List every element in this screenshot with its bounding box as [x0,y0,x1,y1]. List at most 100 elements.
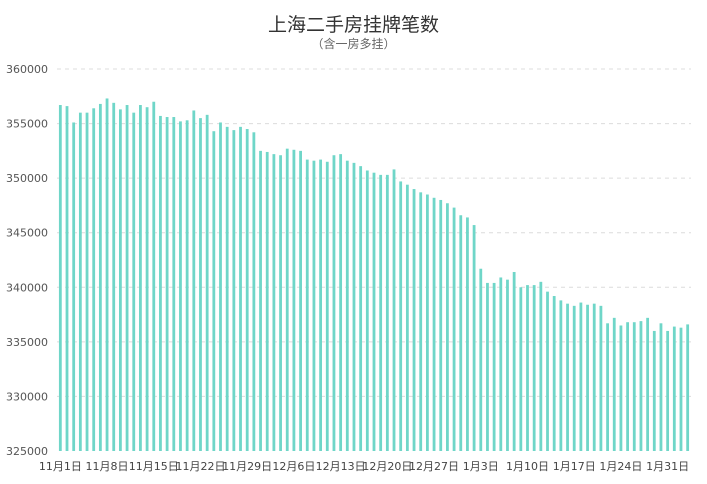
bar [179,121,182,451]
bar [659,323,663,451]
bar [466,217,469,451]
bar [78,112,82,451]
bar [319,159,323,451]
bar [85,112,89,451]
bar [58,105,62,452]
bar [172,117,176,452]
bar [159,115,162,452]
y-tick-label: 340000 [6,281,48,294]
bar [412,189,416,451]
bar [639,321,643,451]
x-tick-label: 1月31日 [646,460,689,473]
bar [225,126,229,451]
x-tick-label: 12月20日 [362,460,412,473]
y-tick-label: 350000 [6,172,48,185]
bar [612,317,616,451]
bar [452,207,456,451]
bar [559,300,563,451]
bar [372,172,376,451]
bar [299,150,302,452]
bar [98,103,102,452]
bar [419,192,423,451]
bar [432,197,436,451]
bar [512,272,516,451]
bar [399,181,403,452]
bar [405,184,409,451]
bar [292,149,296,451]
x-tick-label: 11月29日 [222,460,272,473]
bar [125,105,129,452]
bar [199,118,202,452]
bar [652,330,656,451]
bar [492,282,496,451]
x-tick-label: 1月10日 [506,460,549,473]
bar [379,174,383,451]
x-tick-label: 1月17日 [553,460,596,473]
bar [552,296,556,451]
bar [165,117,169,452]
bar [572,305,576,451]
bar [472,225,476,451]
bar [486,282,489,451]
bar [305,159,309,451]
y-tick-label: 345000 [6,227,48,240]
bar [239,126,242,451]
bar-layer [58,98,690,452]
bar [105,98,109,451]
bar [205,114,209,451]
bar [185,120,189,452]
bar [339,154,343,451]
bar [499,277,503,451]
bar [119,109,122,451]
bar [265,151,269,451]
bar [252,132,256,452]
x-tick-label: 12月27日 [409,460,459,473]
y-tick-label: 360000 [6,63,48,76]
bar [332,155,336,451]
bar [345,160,349,451]
x-tick-label: 11月22日 [175,460,225,473]
bar [152,101,156,452]
x-tick-label: 11月8日 [86,460,129,473]
chart-title: 上海二手房挂牌笔数 [267,14,439,36]
bar [219,122,222,451]
bar [425,194,429,451]
bar [599,305,603,451]
bar [325,161,329,451]
bar [65,106,69,452]
bar [285,148,289,452]
bar [666,330,670,451]
x-tick-label: 12月6日 [272,460,315,473]
bar [312,160,316,451]
bar [132,112,136,451]
bar [232,130,236,451]
x-tick-label: 11月1日 [39,460,82,473]
bar [392,169,396,451]
x-tick-label: 11月15日 [129,460,179,473]
bar [646,317,650,451]
y-tick-label: 355000 [6,118,48,131]
bar [672,326,676,451]
x-tick-label: 1月3日 [463,460,499,473]
bar [192,110,196,451]
y-axis-ticks: 325000 330000 335000 340000 345000 350000 3550… [6,63,48,458]
bar [539,281,543,451]
bar [606,323,609,451]
bar [506,279,509,451]
bar [592,303,596,451]
bar [139,105,142,452]
bar [632,322,636,451]
bar [532,285,536,451]
bar [579,302,583,451]
bar [259,150,262,452]
bar [619,325,623,451]
x-tick-label: 12月13日 [316,460,366,473]
bar [526,285,529,451]
bar [112,102,116,451]
chart-subtitle: （含一房多挂） [311,37,396,51]
bar [245,129,249,451]
bar [479,268,483,451]
bar [626,322,629,451]
